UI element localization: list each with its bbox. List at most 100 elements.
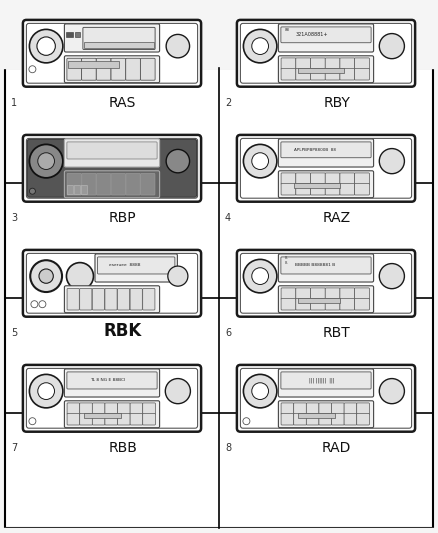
FancyBboxPatch shape: [340, 68, 355, 80]
Circle shape: [30, 260, 62, 292]
FancyBboxPatch shape: [357, 403, 369, 415]
FancyBboxPatch shape: [279, 401, 374, 427]
FancyBboxPatch shape: [355, 68, 369, 80]
FancyBboxPatch shape: [325, 183, 340, 195]
FancyBboxPatch shape: [67, 403, 80, 415]
FancyBboxPatch shape: [92, 403, 105, 415]
FancyBboxPatch shape: [279, 139, 374, 167]
Circle shape: [39, 269, 53, 283]
Circle shape: [29, 418, 36, 425]
Bar: [5, 68, 433, 528]
FancyBboxPatch shape: [319, 414, 332, 425]
Bar: [0, 0, 438, 68]
Circle shape: [168, 266, 188, 286]
FancyBboxPatch shape: [311, 298, 325, 310]
FancyBboxPatch shape: [23, 20, 201, 87]
FancyBboxPatch shape: [126, 58, 141, 80]
FancyBboxPatch shape: [80, 414, 92, 425]
FancyBboxPatch shape: [325, 298, 340, 310]
FancyBboxPatch shape: [117, 403, 130, 415]
Circle shape: [244, 144, 277, 178]
FancyBboxPatch shape: [92, 288, 105, 310]
Text: ||| ||||||  |||: ||| |||||| |||: [309, 377, 334, 383]
FancyBboxPatch shape: [296, 298, 311, 310]
Bar: [298, 68, 344, 73]
FancyBboxPatch shape: [143, 288, 155, 310]
Text: RAD: RAD: [322, 441, 351, 455]
FancyBboxPatch shape: [23, 250, 201, 317]
FancyBboxPatch shape: [96, 58, 111, 80]
FancyBboxPatch shape: [355, 58, 369, 70]
Circle shape: [29, 66, 36, 72]
FancyBboxPatch shape: [64, 24, 159, 52]
FancyBboxPatch shape: [143, 414, 155, 425]
FancyBboxPatch shape: [306, 414, 319, 425]
FancyBboxPatch shape: [81, 58, 96, 80]
Circle shape: [252, 268, 268, 285]
Bar: [294, 183, 340, 188]
FancyBboxPatch shape: [281, 372, 371, 389]
Circle shape: [252, 38, 268, 54]
Text: RBP: RBP: [109, 211, 137, 225]
FancyBboxPatch shape: [81, 185, 88, 195]
FancyBboxPatch shape: [105, 288, 117, 310]
Circle shape: [166, 35, 190, 58]
Text: APLPBPBP8800B  88: APLPBPBP8800B 88: [294, 148, 336, 152]
FancyBboxPatch shape: [80, 403, 92, 415]
FancyBboxPatch shape: [281, 142, 371, 158]
FancyBboxPatch shape: [296, 183, 311, 195]
Text: 2: 2: [225, 98, 231, 108]
Circle shape: [31, 301, 38, 308]
Text: eseruee  8888: eseruee 8888: [109, 263, 140, 267]
FancyBboxPatch shape: [340, 288, 355, 300]
FancyBboxPatch shape: [311, 288, 325, 300]
FancyBboxPatch shape: [67, 372, 157, 389]
FancyBboxPatch shape: [281, 257, 371, 274]
FancyBboxPatch shape: [281, 298, 296, 310]
Text: 7: 7: [11, 443, 17, 453]
FancyBboxPatch shape: [357, 414, 369, 425]
FancyBboxPatch shape: [64, 139, 159, 167]
Text: B-
B-: B- B-: [285, 256, 289, 265]
FancyBboxPatch shape: [105, 403, 117, 415]
FancyBboxPatch shape: [325, 288, 340, 300]
FancyBboxPatch shape: [355, 183, 369, 195]
FancyBboxPatch shape: [98, 257, 175, 274]
Bar: [0, 528, 438, 533]
FancyBboxPatch shape: [296, 68, 311, 80]
FancyBboxPatch shape: [80, 288, 92, 310]
FancyBboxPatch shape: [67, 173, 81, 195]
FancyBboxPatch shape: [279, 254, 374, 282]
FancyBboxPatch shape: [111, 173, 126, 195]
Circle shape: [29, 29, 63, 63]
FancyBboxPatch shape: [332, 414, 344, 425]
Circle shape: [244, 260, 277, 293]
FancyBboxPatch shape: [143, 403, 155, 415]
FancyBboxPatch shape: [319, 403, 332, 415]
FancyBboxPatch shape: [294, 414, 307, 425]
FancyBboxPatch shape: [281, 414, 294, 425]
Text: RBK: RBK: [103, 322, 142, 340]
FancyBboxPatch shape: [344, 414, 357, 425]
Text: RBT: RBT: [323, 326, 350, 340]
Circle shape: [39, 301, 46, 308]
FancyBboxPatch shape: [281, 58, 296, 70]
FancyBboxPatch shape: [311, 173, 325, 184]
FancyBboxPatch shape: [237, 250, 415, 317]
Circle shape: [379, 263, 404, 289]
Bar: [75, 31, 80, 37]
FancyBboxPatch shape: [306, 403, 319, 415]
Circle shape: [252, 383, 268, 400]
Circle shape: [37, 37, 55, 55]
FancyBboxPatch shape: [141, 58, 155, 80]
Circle shape: [38, 153, 54, 169]
FancyBboxPatch shape: [95, 254, 177, 282]
Bar: [84, 42, 154, 48]
Text: 3: 3: [11, 213, 17, 223]
FancyBboxPatch shape: [67, 142, 157, 159]
FancyBboxPatch shape: [340, 58, 355, 70]
Bar: [66, 31, 73, 37]
FancyBboxPatch shape: [325, 173, 340, 184]
FancyBboxPatch shape: [64, 286, 159, 313]
FancyBboxPatch shape: [340, 183, 355, 195]
